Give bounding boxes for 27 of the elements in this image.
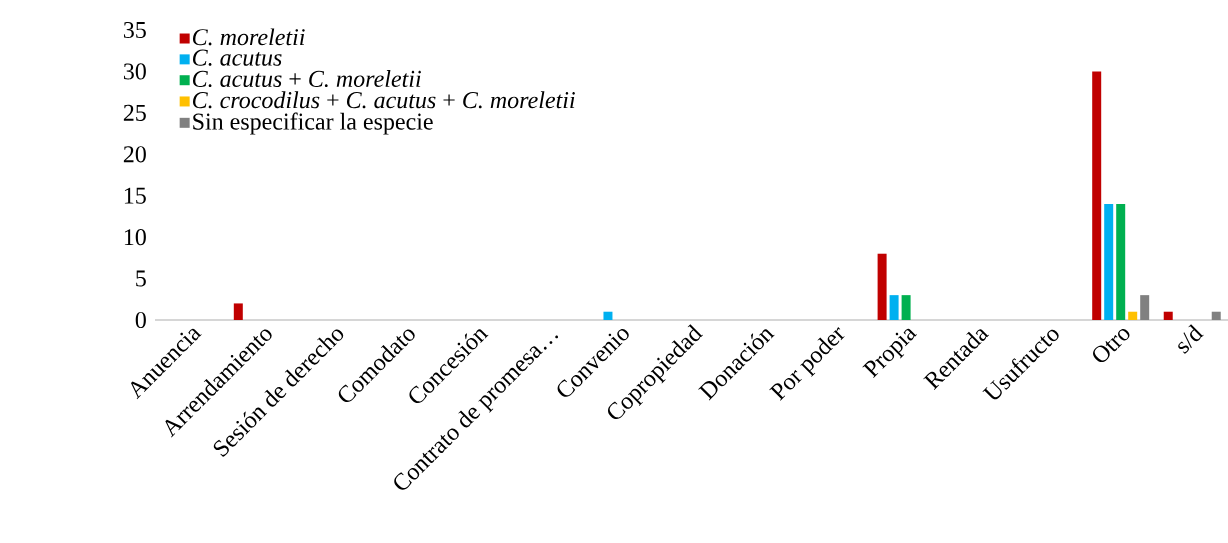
bar [889, 295, 899, 320]
bar [603, 311, 613, 320]
bar [877, 253, 887, 320]
legend-label: C. acutus [192, 49, 282, 66]
y-tick-label: 5 [136, 270, 146, 287]
x-tick-label: Otro [1093, 328, 1130, 363]
y-tick-label: 15 [124, 187, 146, 204]
bar [1140, 295, 1150, 320]
y-tick-label: 0 [135, 311, 146, 329]
x-tick-label: s/d [1178, 324, 1204, 354]
bar [1092, 71, 1102, 320]
bar [1128, 311, 1138, 320]
legend-label: C. acutus + C. moreletii [192, 70, 421, 88]
y-tick-label: 10 [124, 229, 146, 246]
bar [233, 303, 243, 320]
y-tick-label: 20 [123, 146, 146, 163]
bar [1104, 204, 1114, 320]
legend-label: C. crocodilus + C. acutus + C. moreletii [192, 91, 575, 109]
y-tick-label: 30 [123, 63, 146, 80]
bar [1163, 311, 1173, 320]
bar [901, 295, 911, 320]
legend-label: Sin especificar la especie [193, 112, 433, 135]
bar [1116, 204, 1126, 320]
y-tick-label: 25 [123, 104, 146, 121]
legend-label: C. moreletii [192, 28, 305, 46]
y-tick-label: 35 [123, 21, 146, 39]
bar [1211, 311, 1221, 320]
